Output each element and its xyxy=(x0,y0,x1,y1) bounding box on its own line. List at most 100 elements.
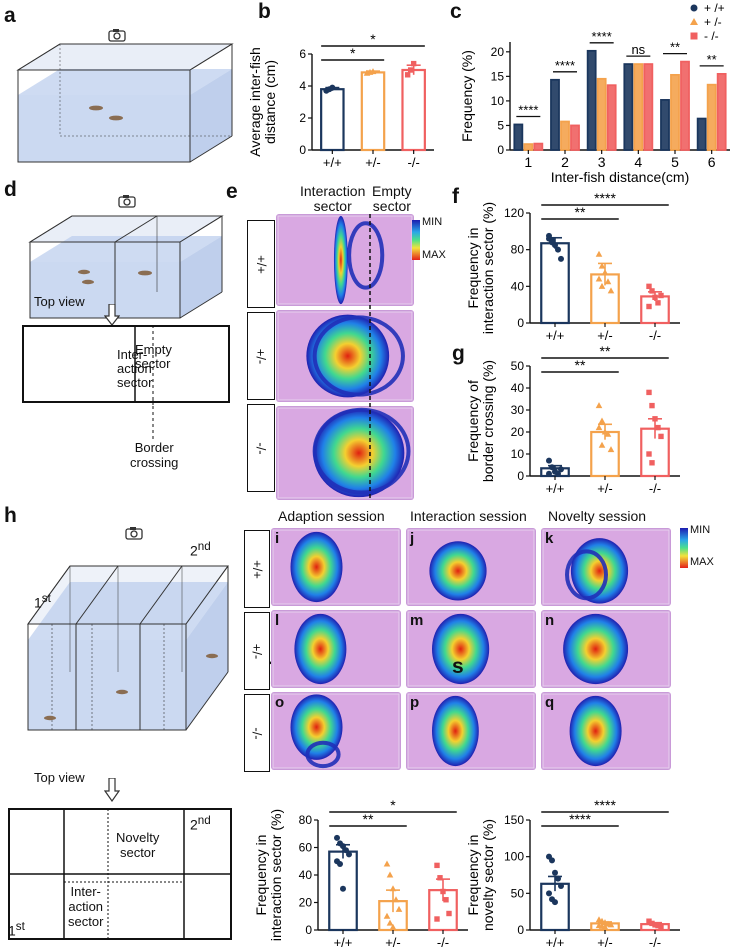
legend-label: + /+ xyxy=(704,1,725,15)
data-point xyxy=(343,847,349,854)
data-point xyxy=(334,834,340,841)
panel-label-p: p xyxy=(410,694,420,711)
y-tick-label: 4 xyxy=(299,79,306,93)
down-arrow-icon xyxy=(104,304,120,326)
data-point xyxy=(601,269,609,276)
x-tick-label: 4 xyxy=(634,154,642,170)
session-header-interaction: Interaction session xyxy=(410,508,527,524)
legend-marker xyxy=(690,32,698,40)
scale-min-label-e: MIN xyxy=(422,216,443,228)
data-point xyxy=(598,282,606,289)
data-point xyxy=(655,424,661,431)
significance-label: **** xyxy=(555,58,575,73)
bar-fill xyxy=(661,99,669,150)
data-point xyxy=(598,417,606,424)
y-axis-b: 0 2 4 6 Average inter-fish distance (cm) xyxy=(247,47,313,157)
heatmap-image xyxy=(271,692,401,770)
y-tick-label: 30 xyxy=(511,403,525,417)
data-point xyxy=(646,389,652,396)
bar-fill xyxy=(571,125,579,150)
x-tick-label: +/+ xyxy=(334,935,353,948)
data-point xyxy=(392,896,400,903)
y-axis-g: 0 10 20 30 40 50 Frequency of border crossing (… xyxy=(465,359,531,483)
tank-diagram-d xyxy=(28,215,224,319)
data-point xyxy=(598,262,606,269)
tank-diagram-a xyxy=(16,43,234,163)
y-axis-label: Frequency of xyxy=(465,380,481,462)
data-point xyxy=(649,460,655,466)
bar-fill xyxy=(524,144,533,150)
y-axis-label: Frequency in xyxy=(465,228,481,309)
scale-min-label-grid: MIN xyxy=(690,524,711,536)
y-tick-label: 0 xyxy=(517,316,524,330)
sector-border-dashed-line xyxy=(369,214,371,500)
data-point xyxy=(601,923,609,930)
down-arrow-icon xyxy=(104,778,120,802)
significance-label: * xyxy=(370,31,376,47)
panel-label-e: e xyxy=(226,180,238,203)
y-tick-label: 15 xyxy=(491,69,505,83)
heatmap-image xyxy=(276,214,414,306)
bar-fill xyxy=(644,64,653,150)
genotype-label-grid-het: +/- xyxy=(244,612,270,690)
data-point xyxy=(649,920,655,927)
data-point xyxy=(549,239,555,246)
y-axis-s: 0 50 100 150 Frequency in novelty sector (%) xyxy=(465,813,531,937)
data-point xyxy=(369,68,377,75)
y-tick-label: 150 xyxy=(504,813,524,827)
y-tick-label: 40 xyxy=(511,279,525,293)
bar-+/- xyxy=(360,71,386,152)
panel-label-n: n xyxy=(545,612,555,629)
bar-fill xyxy=(697,118,706,150)
data-point xyxy=(649,402,655,409)
empty-sector-header: Empty sector xyxy=(372,183,412,214)
bar-fill xyxy=(607,85,616,150)
y-tick-label: 20 xyxy=(511,425,525,439)
bar-fill xyxy=(551,79,559,150)
top-view-label-d: Top view xyxy=(34,294,85,309)
y-axis-label: interaction sector (%) xyxy=(268,809,284,941)
interaction-sector-label-h: Inter-action sector xyxy=(68,884,104,929)
data-point xyxy=(337,861,343,867)
data-point xyxy=(443,897,449,903)
camera-icon xyxy=(125,527,143,540)
border-crossing-line xyxy=(152,400,154,440)
genotype-label-e-ko: -/- xyxy=(247,404,275,492)
camera-icon xyxy=(108,29,126,42)
heatmap-image xyxy=(541,692,671,770)
bar-fill xyxy=(671,74,679,150)
bar--/- xyxy=(401,68,426,152)
y-tick-label: 0 xyxy=(497,143,504,157)
data-point xyxy=(607,921,615,928)
bar-fill xyxy=(717,73,726,150)
data-point xyxy=(549,857,555,864)
y-axis-label: interaction sector (%) xyxy=(480,202,496,334)
x-tick-label: 1 xyxy=(524,154,532,170)
camera-icon xyxy=(118,195,136,208)
first-chamber-label-h: 1st xyxy=(34,592,51,611)
data-point xyxy=(549,464,555,471)
data-point xyxy=(558,466,564,473)
significance-label: **** xyxy=(594,190,616,206)
panel-label-m: m xyxy=(410,612,424,629)
panel-label-b: b xyxy=(258,0,271,23)
x-tick-label: +/+ xyxy=(546,935,565,948)
y-axis-r: 0 20 40 60 80 Frequency in interaction sector … xyxy=(253,809,319,941)
chart-g: +/+ +/- -/- ** ** xyxy=(530,343,680,496)
y-tick-label: 0 xyxy=(305,923,312,937)
y-tick-label: 120 xyxy=(504,206,524,220)
data-point xyxy=(652,416,658,422)
y-tick-label: 50 xyxy=(511,886,525,900)
x-tick-label: +/- xyxy=(365,155,381,170)
bar-fill xyxy=(561,121,569,150)
significance-label: ** xyxy=(600,343,611,359)
data-point xyxy=(437,875,443,881)
data-point xyxy=(383,860,391,867)
top-view-label-h: Top view xyxy=(34,770,85,785)
data-point xyxy=(607,446,615,453)
second-label-top-view: 2nd xyxy=(190,814,211,833)
data-point xyxy=(658,923,664,930)
x-tick-label: -/- xyxy=(437,935,449,948)
x-tick-label: -/- xyxy=(649,328,661,343)
